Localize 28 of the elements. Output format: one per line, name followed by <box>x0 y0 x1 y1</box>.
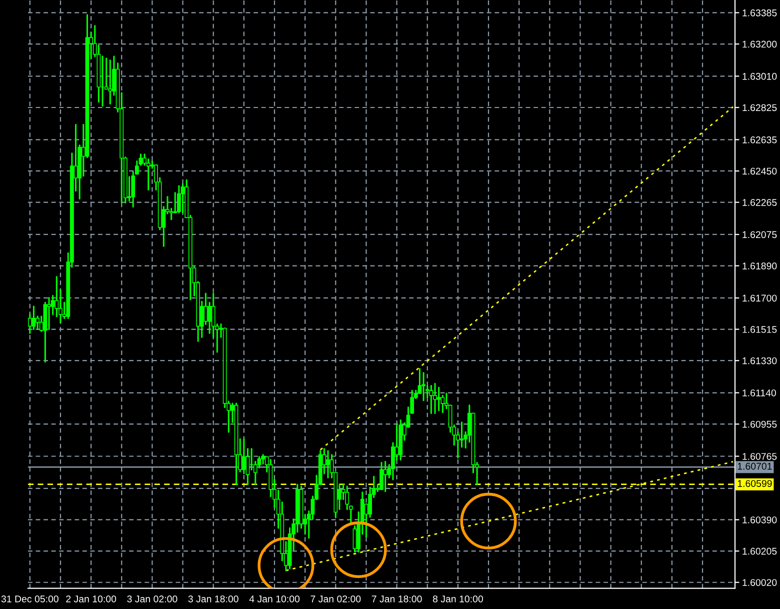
y-tick-label: 1.62075 <box>742 231 777 238</box>
y-tick-label: 1.60020 <box>742 579 777 586</box>
x-tick-label: 3 Jan 18:00 <box>188 595 238 602</box>
x-tick-label: 7 Jan 02:00 <box>310 595 361 602</box>
x-tick-label: 7 Jan 18:00 <box>372 595 422 602</box>
y-tick-label: 1.61515 <box>742 326 777 333</box>
y-tick-label: 1.60765 <box>742 452 777 460</box>
y-tick-label: 1.61700 <box>742 294 777 302</box>
y-tick-label: 1.62265 <box>742 199 777 206</box>
y-tick-label: 1.62450 <box>742 168 777 175</box>
y-tick-label: 1.61330 <box>742 357 777 364</box>
y-tick-label: 1.60955 <box>742 420 777 428</box>
y-tick-label: 1.62635 <box>742 136 777 144</box>
y-tick-label: 1.63200 <box>742 40 777 48</box>
y-tick-label: 1.60390 <box>742 516 777 524</box>
y-tick-label: 1.60205 <box>742 548 777 555</box>
x-tick-label: 8 Jan 10:00 <box>432 595 483 602</box>
x-tick-label: 4 Jan 10:00 <box>249 595 300 602</box>
x-tick-label: 31 Dec 05:00 <box>1 595 58 602</box>
ref-line-label: 1.60599 <box>738 480 772 487</box>
y-tick-label: 1.63010 <box>742 72 777 80</box>
y-tick-label: 1.62825 <box>742 104 777 112</box>
y-tick-label: 1.61140 <box>742 389 776 396</box>
y-tick-label: 1.63385 <box>742 9 777 16</box>
x-tick-label: 2 Jan 10:00 <box>66 595 116 602</box>
ref-line-label: 1.60701 <box>738 462 772 470</box>
x-tick-label: 3 Jan 02:00 <box>127 595 178 602</box>
y-tick-label: 1.61890 <box>742 262 777 270</box>
